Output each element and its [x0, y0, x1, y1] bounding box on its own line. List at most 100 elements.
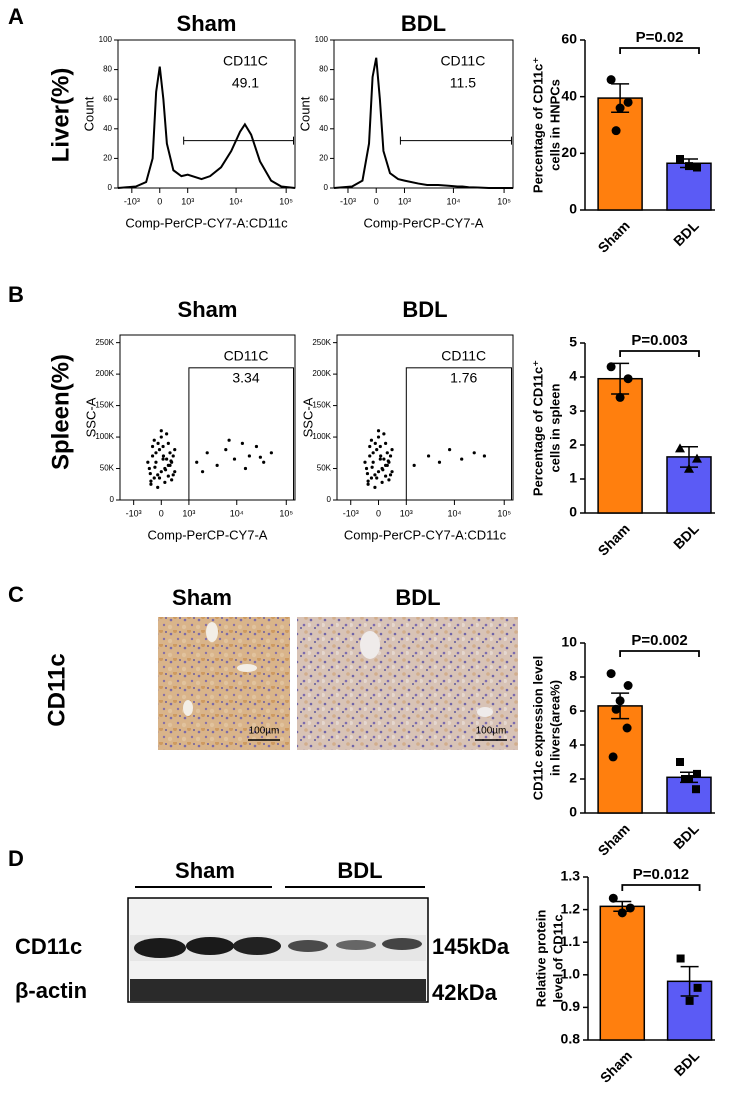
y-tick-label: 0.8 — [561, 1031, 581, 1047]
event-dot — [169, 459, 173, 463]
y-tick-label: 50K — [100, 464, 115, 473]
y-tick-label: 80 — [319, 65, 328, 74]
data-point — [676, 758, 684, 766]
event-dot — [448, 448, 452, 452]
bar — [597, 97, 643, 211]
event-dot — [166, 474, 170, 478]
x-tick-label: BDL — [670, 520, 702, 552]
y-tick-label: 20 — [319, 154, 328, 163]
density-line — [333, 57, 513, 189]
event-dot — [165, 432, 169, 436]
x-tick-label: -10³ — [343, 508, 359, 518]
gate — [405, 367, 513, 501]
data-point — [623, 681, 633, 690]
y-tick-label: 250K — [95, 338, 114, 347]
x-axis-label: Comp-PerCP-CY7-A:CD11c — [125, 215, 288, 230]
significance-bracket — [619, 350, 700, 357]
event-dot — [376, 470, 381, 474]
gate-value: 49.1 — [232, 75, 259, 91]
event-dot — [369, 476, 374, 480]
data-point — [625, 903, 635, 913]
y-tick-label: 150K — [95, 401, 114, 410]
event-dot — [363, 460, 367, 464]
data-point — [606, 75, 616, 85]
event-dot — [384, 474, 388, 478]
y-tick-label: 40 — [319, 124, 328, 133]
y-tick-label: 1.0 — [561, 966, 581, 982]
blot-band — [186, 937, 234, 955]
chart: Sham -10³ 0 10³ 10⁴ 10⁵ 0 20 40 60 80 100 Comp-PerCP… — [81, 11, 296, 230]
y-tick-label: 5 — [569, 334, 577, 350]
event-dot — [258, 455, 262, 459]
significance-bracket — [621, 884, 701, 891]
p-value: P=0.012 — [633, 866, 689, 883]
x-tick-label: 0 — [157, 196, 162, 206]
data-point — [611, 126, 621, 136]
data-point — [676, 155, 684, 163]
y-tick-label: 0 — [108, 183, 113, 192]
group-label: BDL — [337, 858, 382, 883]
event-dot — [159, 470, 163, 474]
y-tick-label: 20 — [103, 154, 112, 163]
y-tick-label: 8 — [569, 668, 577, 684]
scale-label: 100µm — [476, 726, 507, 737]
y-tick-label: 1 — [569, 470, 577, 486]
y-axis-label: Percentage of CD11c⁺ — [530, 57, 545, 193]
event-dot — [390, 448, 394, 452]
significance-bracket — [619, 47, 700, 54]
gate-label: CD11C — [224, 348, 269, 364]
image-title: Sham — [172, 585, 232, 610]
panel-letter: B — [8, 282, 24, 307]
y-axis-label: SSC-A — [83, 397, 98, 437]
y-tick-label: 40 — [103, 124, 112, 133]
vessel — [183, 700, 193, 716]
gate-label: CD11C — [223, 53, 268, 69]
data-point — [685, 162, 693, 171]
y-tick-label: 100K — [312, 432, 331, 441]
gate-value: 3.34 — [232, 370, 259, 386]
gate-value: 1.76 — [450, 370, 477, 386]
y-tick-label: 20 — [561, 144, 577, 160]
event-dot — [373, 441, 377, 445]
event-dot — [378, 444, 382, 449]
event-dot — [232, 457, 237, 461]
data-point — [615, 392, 625, 402]
data-point — [608, 893, 618, 903]
x-tick-label: 10⁵ — [279, 196, 293, 206]
event-dot — [460, 457, 464, 461]
x-axis-label: Comp-PerCP-CY7-A — [364, 215, 484, 230]
x-tick-label: 0 — [374, 196, 379, 206]
event-dot — [163, 468, 168, 472]
y-tick-label: 80 — [103, 65, 112, 74]
data-point — [692, 785, 700, 794]
event-dot — [472, 451, 476, 455]
gate — [188, 367, 295, 501]
micrographs: Sham BDL 100µm 100µm — [158, 585, 518, 750]
event-dot — [240, 441, 244, 445]
panel-letter: C — [8, 582, 24, 607]
event-dot — [161, 457, 165, 461]
y-tick-label: 0 — [324, 183, 329, 192]
x-tick-label: 10³ — [400, 508, 413, 518]
y-tick-label: 1.3 — [561, 868, 581, 884]
data-point — [622, 723, 632, 733]
event-dot — [380, 480, 384, 484]
event-dot — [171, 473, 175, 477]
event-dot — [156, 473, 160, 477]
micrograph — [158, 617, 290, 750]
x-tick-label: BDL — [671, 1047, 703, 1079]
panel-letter: D — [8, 846, 24, 871]
event-dot — [150, 454, 155, 458]
row-label: Spleen(%) — [47, 354, 74, 470]
x-tick-label: 0 — [159, 508, 164, 518]
plot-frame — [117, 39, 296, 189]
data-point — [606, 669, 616, 679]
y-axis-label: Count — [81, 96, 96, 131]
event-dot — [154, 451, 158, 455]
event-dot — [205, 451, 209, 455]
blot-row-label: β-actin — [15, 978, 87, 1003]
y-tick-label: 60 — [319, 94, 328, 103]
bar — [666, 162, 712, 211]
event-dot — [157, 448, 162, 452]
event-dot — [373, 473, 377, 477]
